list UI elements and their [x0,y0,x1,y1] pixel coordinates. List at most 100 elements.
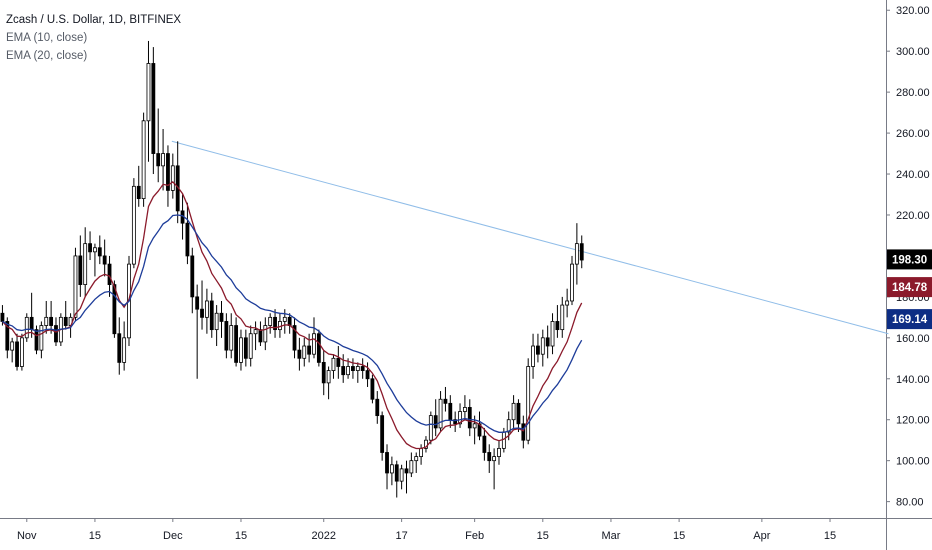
candle [321,350,326,396]
candle-body-down [112,284,117,335]
candle [112,280,117,338]
candle [78,235,83,297]
ema10-line [1,181,583,450]
candle-body-down [97,247,102,257]
candle [574,223,579,285]
x-tick-label: 17 [395,530,407,542]
candle [175,141,180,224]
candle-body-down [292,325,297,351]
candle-body-up [253,329,258,335]
time-axis[interactable]: Nov 15 Dec 15 2022 17 Feb 15 Mar 15 Apr 15 [17,518,836,542]
candle [351,358,355,379]
candle-body-down [370,378,375,400]
candle [521,415,526,449]
candle-body-up [248,333,253,359]
candle-body-down [297,349,302,359]
x-tick-label: Dec [163,530,183,542]
candle [214,305,219,347]
candle-body-up [438,398,443,429]
candle [511,395,516,428]
candle-body-down [49,316,54,326]
candle-body-up [346,366,350,376]
candle-body-down [321,361,326,384]
candle [516,399,521,433]
candle-body-down [209,300,214,331]
candle-body-up [462,407,467,412]
candle-body-down [555,321,560,331]
candle [545,325,550,359]
candle-body-down [380,415,385,453]
legend-ema20: EMA (20, close) [6,50,88,62]
candle-body-up [214,312,219,331]
candle-body-up [10,341,15,351]
candle-body-up [511,402,516,421]
candle-body-down [29,316,34,331]
candle-body-down [307,345,312,355]
candle [482,427,487,461]
candle [326,366,331,400]
candle [443,386,448,412]
candle-body-down [433,415,438,429]
candle [487,444,492,473]
candle-body-up [302,345,307,359]
y-tick-label: 140.00 [896,374,930,386]
candle-body-up [472,423,477,429]
candle [239,329,243,371]
candle [526,358,531,445]
candle [97,235,102,265]
candle [44,300,49,334]
candle [15,333,19,371]
candle-body-down [336,357,341,367]
trendline[interactable] [171,140,889,335]
candle [156,108,161,183]
candle [419,444,424,465]
candle [380,411,385,461]
candle-body-down [579,243,584,261]
candle-body-down [224,321,229,351]
candle [282,309,287,334]
candle-body-up [540,337,545,355]
candle [370,374,375,404]
candle [219,300,224,338]
candle [492,448,497,490]
candle [229,313,234,359]
candle-body-down [151,63,156,154]
candle-body-up [122,337,127,363]
candle-body-down [107,263,112,285]
candle-body-up [326,370,331,384]
x-tick-label: 15 [89,530,101,542]
candle-body-up [550,321,555,347]
candle [433,399,438,437]
candle-body-down [487,452,492,462]
candle [287,313,292,334]
candle [166,145,170,207]
candle-body-down [63,316,68,326]
candle [204,288,209,334]
candle [404,460,409,494]
candle-body-down [195,296,200,310]
candle [195,284,200,379]
candle [10,337,15,363]
candle-body-down [365,370,370,380]
candle [136,165,141,207]
candle [565,288,570,318]
candle-body-up [161,153,165,167]
candle [579,235,584,269]
candle [550,313,555,355]
candle [170,153,175,199]
candle-body-down [404,468,409,474]
x-tick-label: 15 [824,530,836,542]
candle [49,300,54,334]
candle-body-down [375,398,380,417]
candle [268,313,273,334]
candle [273,309,277,338]
candle-body-up [239,337,243,363]
candle [73,247,78,322]
candle [243,329,248,367]
y-tick-label: 120.00 [896,415,930,427]
legend-ema10: EMA (10, close) [6,32,88,44]
candle [414,452,419,473]
x-tick-label: Nov [17,530,37,542]
